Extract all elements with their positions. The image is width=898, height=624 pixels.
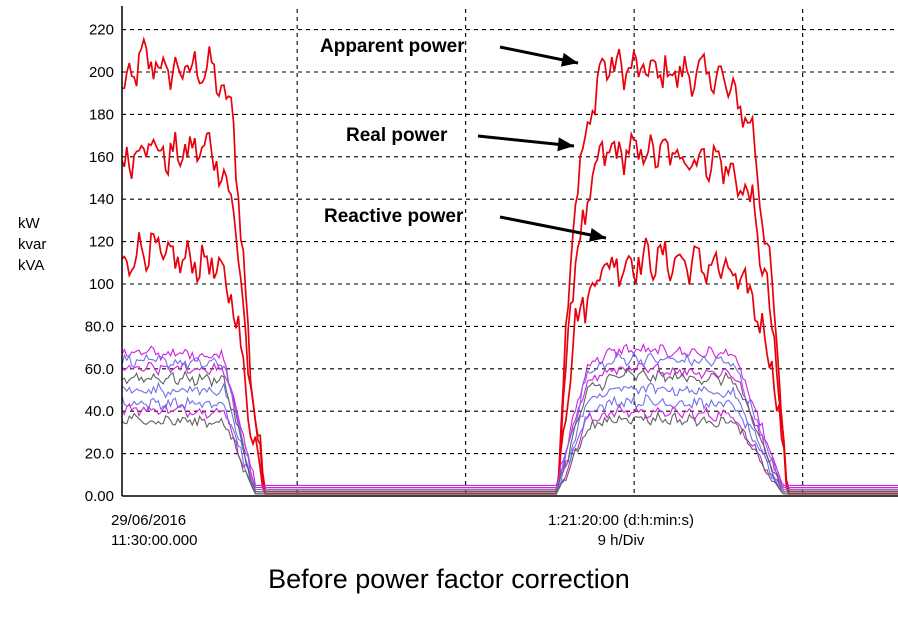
annotation-arrow [477,134,575,148]
y-tick-label: 80.0 [85,318,114,335]
x-start-time: 11:30:00.000 [111,532,198,549]
y-tick-label: 20.0 [85,446,114,463]
y-tick-label: 100 [89,276,114,293]
x-span: 1:21:20:00 (d:h:min:s) [548,512,694,529]
x-start-date: 29/06/2016 [111,512,187,529]
y-unit-kvar: kvar [18,236,47,253]
annotation-reactive-power: Reactive power [324,206,464,227]
y-tick-label: 200 [89,64,114,81]
y-tick-label: 180 [89,106,114,123]
series-line-phase [121,367,898,493]
y-tick-label: 60.0 [85,361,114,378]
grid [122,9,898,496]
annotation-arrows [477,45,607,242]
x-axis-span-label: 1:21:20:00 (d:h:min:s) 9 h/Div [525,511,717,551]
annotation-real-power: Real power [346,125,448,146]
series-line-phase [121,342,898,486]
chart-caption: Before power factor correction [268,564,630,594]
y-tick-label: 220 [89,22,114,39]
annotation-arrowhead [588,228,606,242]
axes: 0.00 20.0 40.0 60.0 80.0 100 120 140 160 180 200 22… [85,6,898,505]
series-line-phase [121,351,898,491]
annotation-apparent-power: Apparent power [320,36,465,57]
x-div: 9 h/Div [597,532,645,549]
y-tick-label: 120 [89,234,114,251]
y-tick-label: 140 [89,191,114,208]
annotation-arrow [499,215,607,240]
y-axis-unit-labels: kW kvar kVA [18,213,46,276]
y-unit-kva: kVA [18,257,45,274]
annotation-arrowhead [557,137,574,152]
series-lines [121,36,898,495]
x-axis-start-label: 29/06/2016 11:30:00.000 [111,511,197,551]
annotation-arrowhead [560,52,578,67]
y-tick-label: 0.00 [85,488,114,505]
series-line-phase [121,411,898,495]
y-tick-label: 40.0 [85,403,114,420]
y-unit-kw: kW [18,215,40,232]
y-tick-label: 160 [89,149,114,166]
